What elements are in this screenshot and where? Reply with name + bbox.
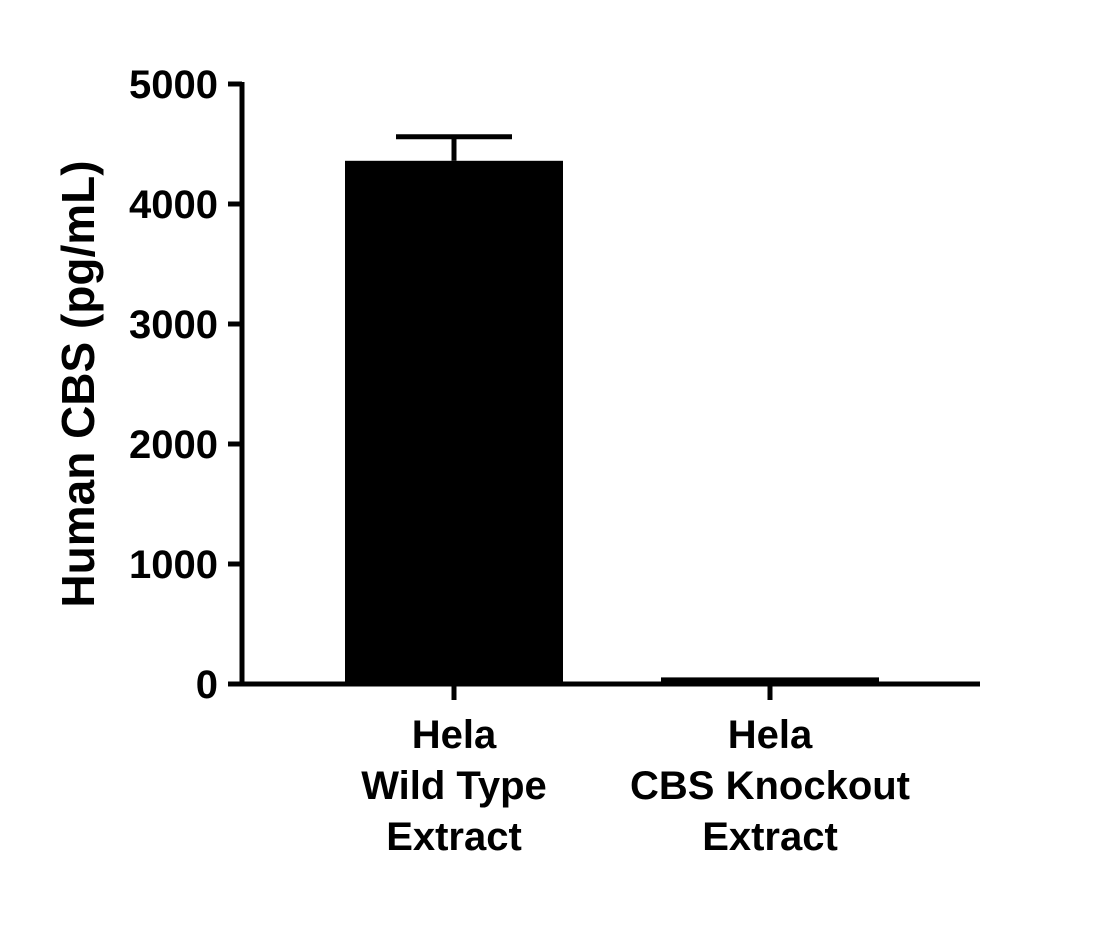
x-category-label-2-line-3: Extract [702,815,838,859]
bar-2 [661,677,879,684]
x-category-label-1-line-2: Wild Type [361,764,547,808]
bar-1 [345,160,563,685]
labels-group: 0 1000 2000 3000 4000 5000 Hela Wild Type Extrac… [129,63,910,859]
axes-group [228,81,980,700]
x-category-label-1-line-1: Hela [412,713,497,757]
x-category-label-2-line-2: CBS Knockout [630,764,910,808]
y-tick-label-5000: 5000 [129,63,218,107]
y-tick-label-0: 0 [196,663,218,707]
y-tick-label-4000: 4000 [129,183,218,227]
x-category-label-2-line-1: Hela [728,713,813,757]
y-tick-label-3000: 3000 [129,303,218,347]
y-axis-label: Human CBS (pg/mL) [52,160,104,607]
bars-group [345,134,879,685]
x-category-label-1-line-3: Extract [386,815,522,859]
y-tick-label-1000: 1000 [129,543,218,587]
y-tick-label-2000: 2000 [129,423,218,467]
